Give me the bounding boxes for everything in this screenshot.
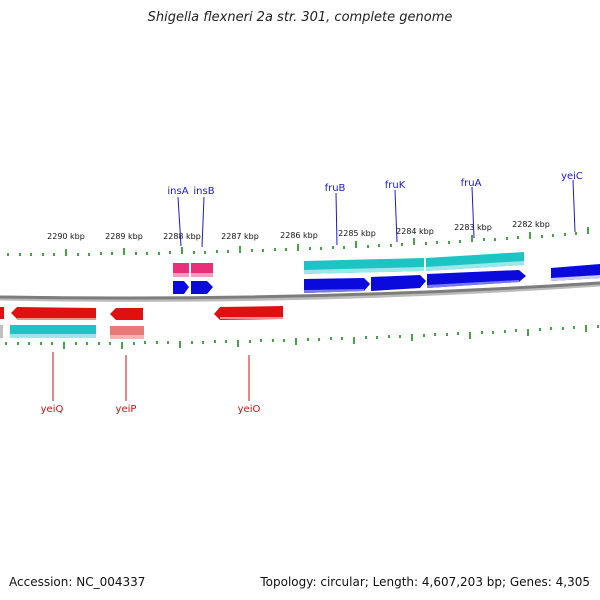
tick-row-inner xyxy=(5,325,599,349)
gene-arrow-yeiP[interactable] xyxy=(110,308,143,320)
leader-line xyxy=(201,196,205,248)
scale-label: 2287 kbp xyxy=(221,232,259,241)
scale-label: 2286 kbp xyxy=(280,231,318,240)
cds-band-left-edge xyxy=(0,325,3,338)
gene-label-fruK[interactable]: fruK xyxy=(385,180,406,191)
scale-label: 2285 kbp xyxy=(338,229,376,238)
cds-band-fruB-fruK-highlight xyxy=(304,267,424,274)
gene-label-fruA[interactable]: fruA xyxy=(461,178,482,189)
scale-label: 2284 kbp xyxy=(396,227,434,236)
gene-arrow-highlight xyxy=(220,317,283,319)
gene-arrow-insA[interactable] xyxy=(173,281,189,294)
gene-label-yeiQ[interactable]: yeiQ xyxy=(41,404,64,415)
genome-title: Shigella flexneri 2a str. 301, complete … xyxy=(147,10,453,25)
gene-arrow-fruK[interactable] xyxy=(371,275,426,291)
scale-label: 2290 kbp xyxy=(47,232,85,241)
gene-label-fruB[interactable]: fruB xyxy=(325,183,346,194)
accession-label: Accession: NC_004337 xyxy=(9,575,146,589)
leader-line xyxy=(335,192,338,246)
mobile-element-insA-highlight xyxy=(173,273,189,277)
cds-band-yeiQ-highlight xyxy=(10,334,96,338)
gene-label-yeiP[interactable]: yeiP xyxy=(116,404,137,415)
cds-band-yeiP-highlight xyxy=(110,335,144,339)
gene-arrow-yeiO[interactable] xyxy=(214,306,283,320)
gene-label-yeiC[interactable]: yeiC xyxy=(561,171,583,182)
mobile-element-insB-highlight xyxy=(191,273,213,277)
gene-arrow-yeiQ[interactable] xyxy=(11,307,96,320)
gene-arrow-highlight xyxy=(427,280,519,288)
leader-line xyxy=(177,196,182,247)
scale-label: 2283 kbp xyxy=(454,223,492,232)
scale-label: 2288 kbp xyxy=(163,232,201,241)
scale-labels: 2290 kbp 2289 kbp 2288 kbp 2287 kbp 2286… xyxy=(47,220,550,241)
scale-label: 2282 kbp xyxy=(512,220,550,229)
genome-summary: Topology: circular; Length: 4,607,203 bp… xyxy=(260,575,590,589)
gene-arrow-highlight xyxy=(551,275,600,281)
gene-arrow-fruA[interactable] xyxy=(427,270,526,288)
gene-arrow-left-edge[interactable] xyxy=(0,307,4,319)
gene-arrow-highlight xyxy=(304,289,364,293)
forward-gene-labels: insA insB fruB fruK fruA yeiC xyxy=(167,171,583,248)
gene-arrow-highlight xyxy=(17,318,96,320)
gene-label-insB[interactable]: insB xyxy=(193,186,214,197)
leader-line xyxy=(572,179,576,233)
gene-label-insA[interactable]: insA xyxy=(167,186,188,197)
reverse-gene-labels: yeiQ yeiP yeiO xyxy=(41,352,261,415)
leader-line xyxy=(394,189,398,243)
leader-line xyxy=(471,186,475,239)
gene-label-yeiO[interactable]: yeiO xyxy=(238,404,261,415)
gene-arrow-insB[interactable] xyxy=(191,281,213,294)
tick-row-outer xyxy=(7,227,589,256)
scale-label: 2289 kbp xyxy=(105,232,143,241)
backbone xyxy=(0,281,600,300)
cds-band-fruA-highlight xyxy=(426,261,524,271)
